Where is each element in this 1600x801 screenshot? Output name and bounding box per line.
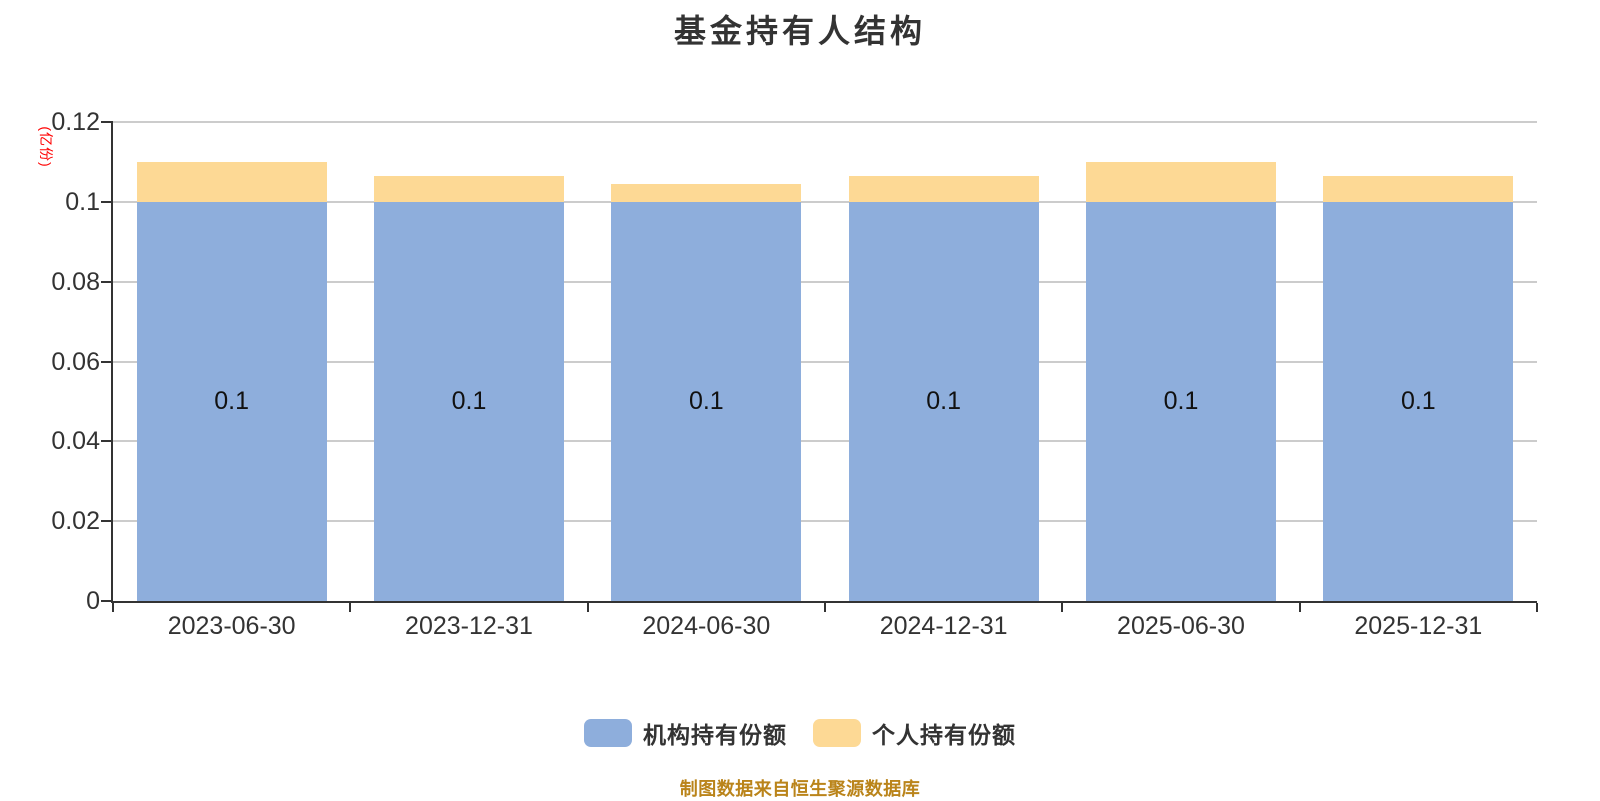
x-tick-label: 2023-06-30 bbox=[167, 612, 296, 640]
chart-title: 基金持有人结构 bbox=[673, 13, 926, 49]
bar-segment-institution[interactable] bbox=[848, 201, 1039, 601]
bar-segment-institution[interactable] bbox=[1323, 201, 1514, 601]
gridline bbox=[113, 200, 1537, 203]
y-axis-tick bbox=[101, 360, 113, 363]
legend-label-individual: 个人持有份额 bbox=[872, 722, 1016, 748]
y-axis-tick bbox=[101, 520, 113, 523]
x-axis-tick bbox=[1298, 603, 1301, 612]
y-tick-label: 0.04 bbox=[51, 427, 100, 456]
legend-item-institution[interactable]: 机构持有份额 bbox=[584, 716, 787, 750]
y-axis-tick bbox=[101, 280, 113, 283]
x-axis-tick bbox=[349, 603, 352, 612]
bar-segment-institution[interactable] bbox=[1086, 201, 1276, 601]
x-tick-label: 2025-06-30 bbox=[1117, 612, 1245, 640]
y-axis-tick bbox=[101, 440, 113, 443]
y-axis-tick bbox=[101, 600, 113, 602]
legend-swatch-individual-icon bbox=[813, 719, 861, 747]
y-axis-tick bbox=[101, 200, 113, 203]
legend-label-institution: 机构持有份额 bbox=[643, 722, 787, 748]
gridline bbox=[113, 121, 1537, 123]
y-axis-tick bbox=[101, 121, 113, 123]
x-tick-label: 2023-12-31 bbox=[405, 612, 533, 640]
y-tick-label: 0.08 bbox=[51, 267, 100, 296]
bar-segment-individual[interactable] bbox=[611, 183, 802, 202]
bar-segment-individual[interactable] bbox=[1086, 161, 1276, 202]
bar-value-label: 0.1 bbox=[451, 387, 487, 416]
footer-credit: 制图数据来自恒生聚源数据库 bbox=[679, 779, 921, 799]
legend-item-individual[interactable]: 个人持有份额 bbox=[813, 716, 1016, 750]
y-tick-label: 0.02 bbox=[51, 507, 100, 536]
x-tick-label: 2024-12-31 bbox=[879, 612, 1008, 640]
x-axis-tick bbox=[1536, 603, 1538, 612]
bar-value-label: 0.1 bbox=[1163, 387, 1199, 416]
bar-segment-institution[interactable] bbox=[611, 201, 802, 601]
bar-segment-institution[interactable] bbox=[374, 201, 564, 601]
x-axis-tick bbox=[112, 603, 114, 612]
gridline bbox=[113, 280, 1537, 283]
y-tick-label: 0.06 bbox=[51, 347, 100, 376]
bar-segment-individual[interactable] bbox=[1323, 175, 1514, 202]
legend: 机构持有份额 个人持有份额 bbox=[0, 716, 1600, 750]
bar-value-label: 0.1 bbox=[214, 387, 250, 416]
bar-value-label: 0.1 bbox=[926, 387, 962, 416]
x-tick-label: 2025-12-31 bbox=[1354, 612, 1483, 640]
y-axis-line bbox=[111, 122, 113, 603]
y-tick-label: 0.1 bbox=[65, 187, 100, 216]
y-tick-label: 0 bbox=[86, 587, 100, 615]
bar-segment-individual[interactable] bbox=[136, 161, 327, 202]
bar-segment-institution[interactable] bbox=[136, 201, 327, 601]
x-axis-tick bbox=[1061, 603, 1064, 612]
bar-value-label: 0.1 bbox=[1400, 387, 1436, 416]
x-axis-line bbox=[111, 601, 1537, 603]
x-axis-tick bbox=[824, 603, 826, 612]
x-tick-label: 2024-06-30 bbox=[642, 612, 771, 640]
legend-swatch-institution-icon bbox=[584, 719, 632, 747]
gridline bbox=[113, 440, 1537, 443]
bar-segment-individual[interactable] bbox=[374, 175, 564, 202]
y-tick-label: 0.12 bbox=[51, 108, 100, 136]
gridline bbox=[113, 520, 1537, 523]
bar-segment-individual[interactable] bbox=[848, 175, 1039, 202]
bar-value-label: 0.1 bbox=[688, 387, 724, 416]
x-axis-tick bbox=[586, 603, 589, 612]
gridline bbox=[113, 360, 1537, 363]
